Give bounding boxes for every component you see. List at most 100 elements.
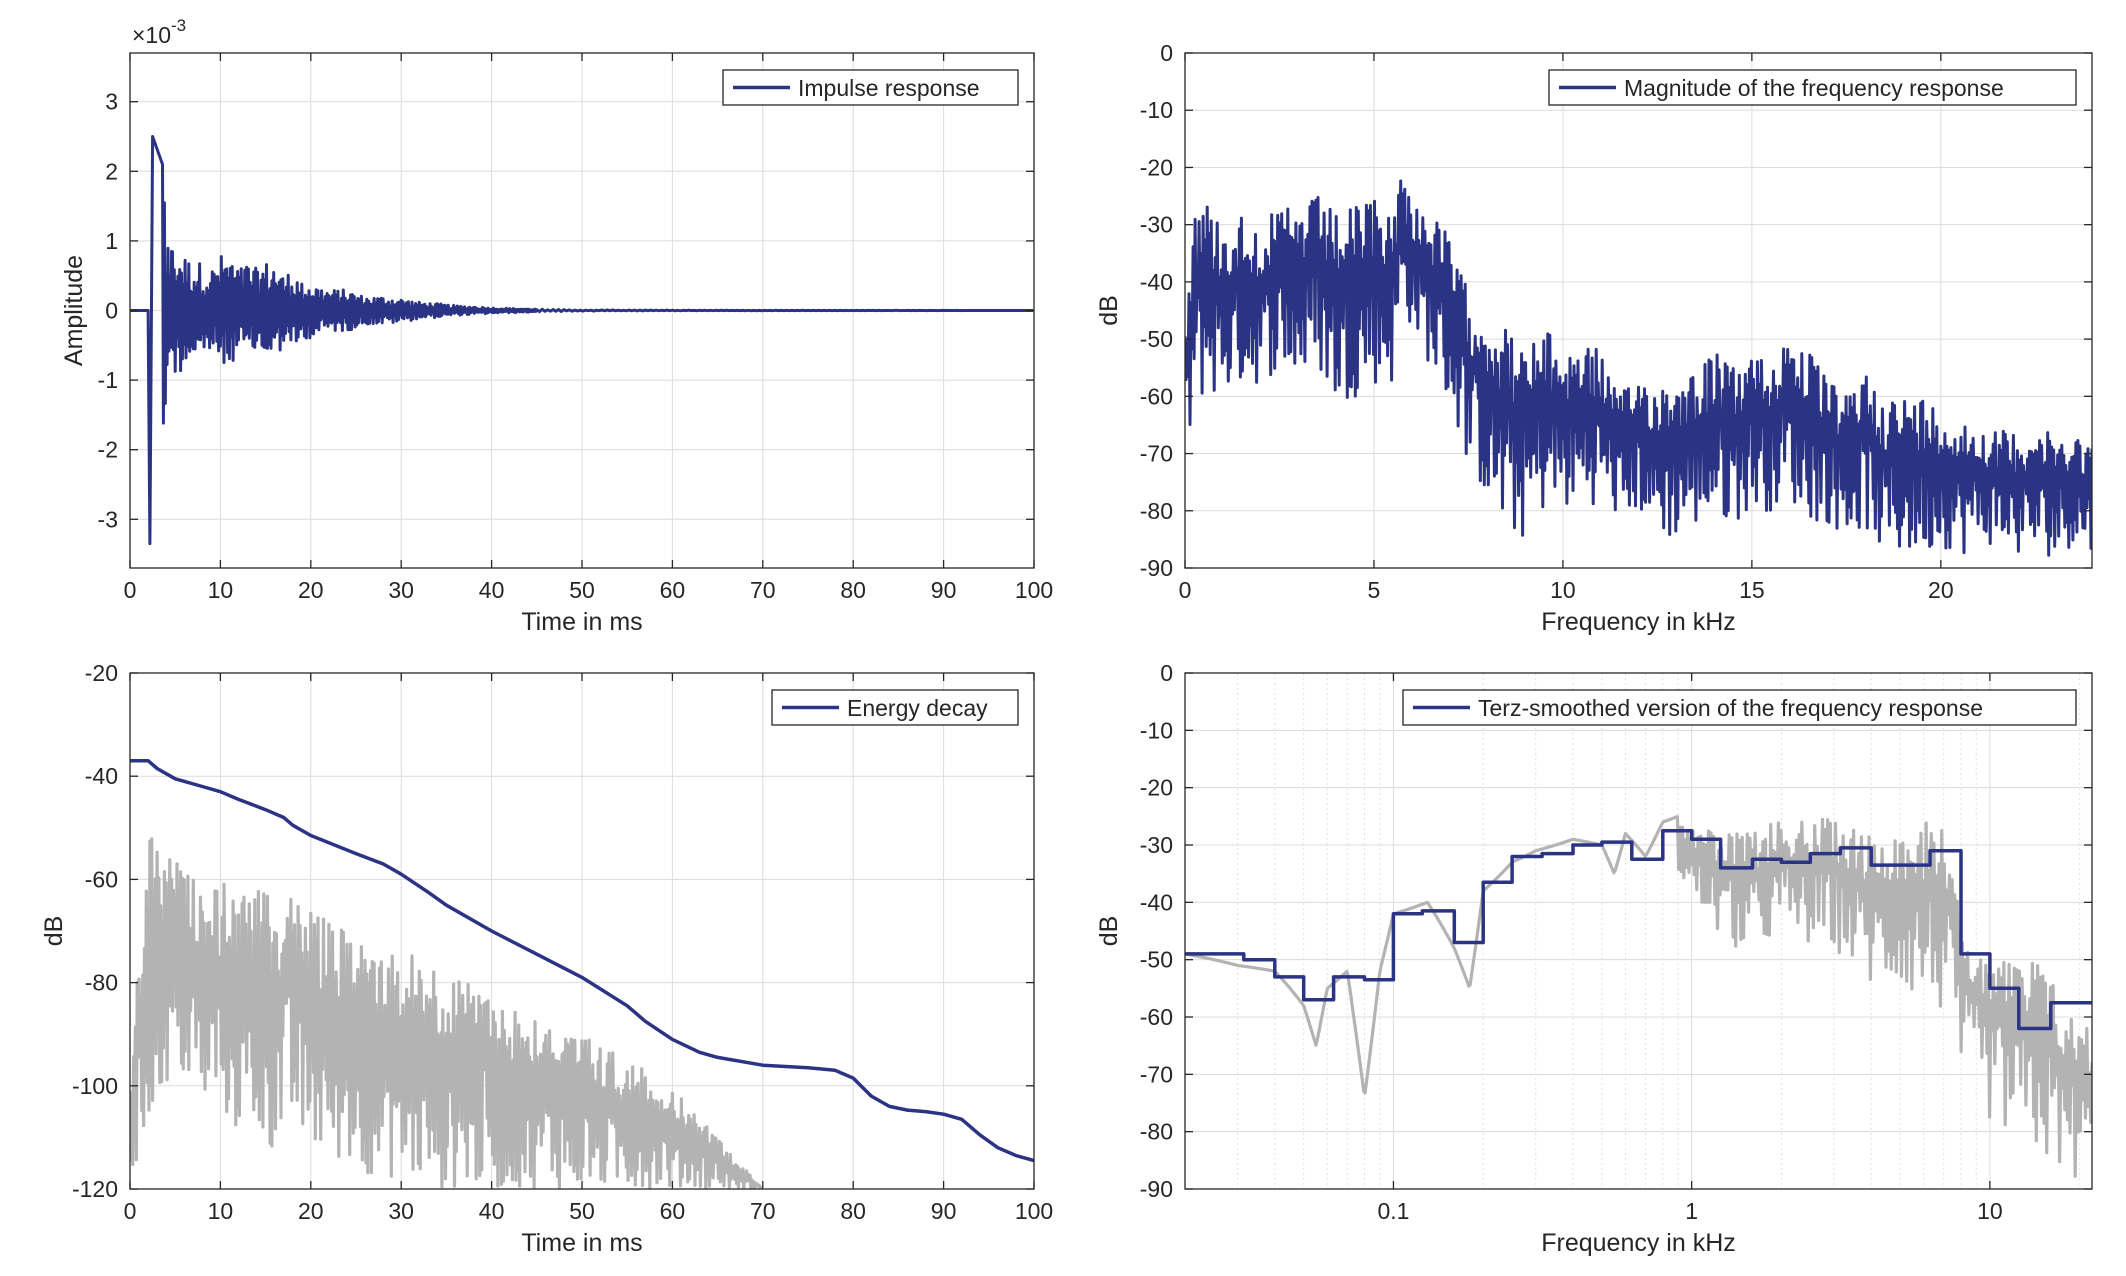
y-tick-label: -10 — [1140, 97, 1173, 123]
x-tick-label: 20 — [298, 1198, 324, 1224]
legend-box — [1402, 689, 2077, 726]
y-tick-label: -70 — [1140, 1061, 1173, 1087]
axis-ticks: 0 10 20 30 40 50 60 70 80 90 100 -3 -2 -1 0 1 2 3 — [98, 53, 1053, 603]
legend: Impulse response — [722, 69, 1019, 106]
y-tick-label: -40 — [85, 763, 118, 789]
legend-label: Magnitude of the frequency response — [1624, 75, 2004, 101]
legend-label: Impulse response — [798, 75, 980, 101]
x-tick-label: 60 — [660, 1198, 686, 1224]
x-tick-label: 70 — [750, 1198, 776, 1224]
y-axis-label: dB — [40, 916, 68, 947]
y-tick-label: -40 — [1140, 889, 1173, 915]
y-tick-label: 0 — [1160, 40, 1173, 66]
x-axis-label: Frequency in kHz — [1541, 1229, 1736, 1257]
chart-impulse-response: 0 10 20 30 40 50 60 70 80 90 100-3-2-10123×10-3Tim… — [60, 16, 1053, 636]
x-tick-label: 80 — [840, 577, 866, 603]
x-tick-label: 30 — [388, 577, 414, 603]
x-tick-label: 100 — [1015, 577, 1053, 603]
y-exponent-label: ×10-3 — [132, 16, 186, 48]
series-raw-response — [1185, 815, 2092, 1178]
y-tick-label: -90 — [1140, 1176, 1173, 1202]
y-tick-label: 3 — [105, 89, 118, 115]
y-axis-label: dB — [1095, 916, 1123, 947]
legend-box — [771, 689, 1019, 726]
x-tick-label: 0.1 — [1377, 1198, 1409, 1224]
y-tick-label: 1 — [105, 228, 118, 254]
y-tick-label: 0 — [105, 298, 118, 324]
chart-terz-smoothed: 0.1 1 10 0 -10 -20 -30 -40 -50 -60 -70 -80 -90 Freque… — [1095, 660, 2093, 1257]
axis-ticks: 0.1 1 10 0 -10 -20 -30 -40 -50 -60 -70 -80 -90 — [1140, 660, 2092, 1224]
x-tick-label: 100 — [1015, 1198, 1053, 1224]
y-tick-label: 2 — [105, 158, 118, 184]
y-tick-label: -90 — [1140, 555, 1173, 581]
series-terz-smoothed-version-of-the-frequency-response — [1185, 828, 2092, 1031]
plot-area — [130, 135, 1034, 546]
plot-area — [1185, 179, 2092, 557]
axis-ticks: 0 10 20 30 40 50 60 70 80 90 100 -20 -40 -60 -80 -100 -1… — [72, 660, 1053, 1224]
y-tick-label: -70 — [1140, 441, 1173, 467]
y-tick-label: -10 — [1140, 717, 1173, 743]
x-tick-label: 15 — [1739, 577, 1765, 603]
y-tick-label: -100 — [72, 1073, 118, 1099]
y-tick-label: 0 — [1160, 660, 1173, 686]
y-tick-label: -2 — [98, 437, 118, 463]
x-tick-label: 50 — [569, 577, 595, 603]
x-tick-label: 20 — [298, 577, 324, 603]
x-tick-label: 10 — [1550, 577, 1576, 603]
plot-area — [130, 758, 1034, 1189]
x-tick-label: 1 — [1685, 1198, 1698, 1224]
legend-label: Energy decay — [847, 695, 988, 721]
y-tick-label: -60 — [1140, 383, 1173, 409]
x-tick-label: 5 — [1368, 577, 1381, 603]
x-tick-label: 10 — [208, 577, 234, 603]
y-tick-label: -40 — [1140, 269, 1173, 295]
legend: Energy decay — [771, 689, 1019, 726]
y-tick-label: -20 — [1140, 775, 1173, 801]
y-tick-label: -60 — [1140, 1004, 1173, 1030]
x-tick-label: 90 — [931, 1198, 957, 1224]
y-tick-label: -120 — [72, 1176, 118, 1202]
series-impulse-response — [130, 135, 1034, 546]
x-tick-label: 50 — [569, 1198, 595, 1224]
x-tick-label: 60 — [660, 577, 686, 603]
x-tick-label: 80 — [840, 1198, 866, 1224]
x-tick-label: 20 — [1928, 577, 1954, 603]
series-raw-response — [130, 837, 764, 1189]
exponent-power: -3 — [171, 16, 186, 35]
x-axis-label: Frequency in kHz — [1541, 608, 1736, 636]
y-tick-label: -3 — [98, 506, 118, 532]
legend: Terz-smoothed version of the frequency r… — [1402, 689, 2077, 726]
x-tick-label: 10 — [1977, 1198, 2003, 1224]
y-tick-label: -1 — [98, 367, 118, 393]
y-tick-label: -30 — [1140, 832, 1173, 858]
legend-box — [1548, 69, 2077, 106]
y-axis-label: Amplitude — [60, 255, 88, 366]
y-tick-label: -20 — [1140, 154, 1173, 180]
chart-energy-decay: 0 10 20 30 40 50 60 70 80 90 100 -20 -40 -60 -80 -100 -1… — [40, 660, 1053, 1257]
x-axis-label: Time in ms — [521, 608, 642, 636]
x-axis-label: Time in ms — [521, 1229, 642, 1257]
y-axis-label: dB — [1095, 295, 1123, 326]
x-tick-label: 0 — [124, 577, 137, 603]
x-tick-label: 0 — [1179, 577, 1192, 603]
plot-area — [1185, 815, 2092, 1178]
axes-frame — [1184, 672, 2093, 1190]
y-tick-label: -80 — [1140, 1119, 1173, 1145]
series-magnitude-of-the-frequency-response — [1185, 179, 2092, 557]
y-tick-label: -50 — [1140, 947, 1173, 973]
y-tick-label: -80 — [85, 970, 118, 996]
chart-frequency-response: 0 5 10 15 20 0 -10 -20 -30 -40 -50 -60 -70 -80 -90 Freq… — [1095, 40, 2093, 636]
axes-frame — [1184, 52, 2093, 569]
x-tick-label: 40 — [479, 577, 505, 603]
x-tick-label: 40 — [479, 1198, 505, 1224]
legend-label: Terz-smoothed version of the frequency r… — [1478, 695, 1983, 721]
x-tick-label: 0 — [124, 1198, 137, 1224]
axis-ticks: 0 5 10 15 20 0 -10 -20 -30 -40 -50 -60 -70 -80 -90 — [1140, 40, 2092, 603]
x-tick-label: 10 — [208, 1198, 234, 1224]
series-energy-decay — [130, 758, 1034, 1163]
x-tick-label: 30 — [388, 1198, 414, 1224]
legend: Magnitude of the frequency response — [1548, 69, 2077, 106]
y-tick-label: -80 — [1140, 498, 1173, 524]
x-tick-label: 70 — [750, 577, 776, 603]
